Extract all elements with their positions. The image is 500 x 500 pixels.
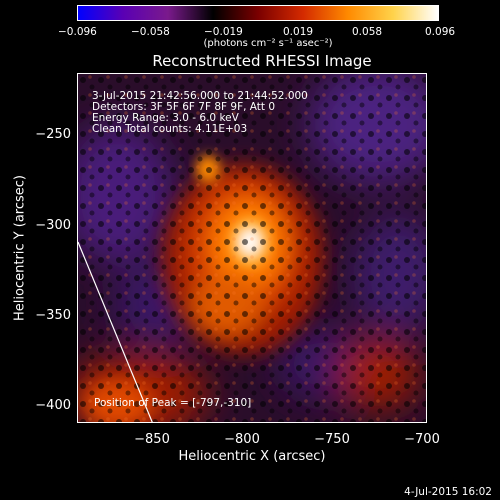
rhessi-image bbox=[78, 74, 426, 422]
annotation-detectors: Detectors: 3F 5F 6F 7F 8F 9F, Att 0 bbox=[92, 101, 276, 113]
x-tick-label: −700 bbox=[404, 432, 440, 447]
colorbar-tick: −0.019 bbox=[204, 26, 243, 38]
colorbar-tick: 0.019 bbox=[283, 26, 314, 38]
annotation-time-range: 3-Jul-2015 21:42:56.000 to 21:44:52.000 bbox=[92, 90, 308, 102]
x-axis-label: Heliocentric X (arcsec) bbox=[178, 449, 326, 464]
colorbar-units: (photons cm⁻² s⁻¹ asec⁻²) bbox=[203, 38, 333, 49]
timestamp: 4-Jul-2015 16:02 bbox=[404, 486, 492, 498]
colorbar-tick: 0.096 bbox=[425, 26, 456, 38]
y-axis-label: Heliocentric Y (arcsec) bbox=[12, 175, 28, 321]
peak-position-label: Position of Peak = [-797,-310] bbox=[94, 397, 252, 409]
x-tick-label: −750 bbox=[314, 432, 350, 447]
colorbar-tick: 0.058 bbox=[352, 26, 383, 38]
limb-line bbox=[78, 241, 153, 422]
colorbar bbox=[77, 5, 439, 21]
plot-title: Reconstructed RHESSI Image bbox=[152, 52, 372, 70]
annotation-counts: Clean Total counts: 4.11E+03 bbox=[92, 123, 248, 135]
x-tick-label: −850 bbox=[134, 432, 170, 447]
y-tick-label: −250 bbox=[35, 127, 71, 142]
x-tick-label: −800 bbox=[224, 432, 260, 447]
colorbar-tick: −0.096 bbox=[58, 26, 97, 38]
y-tick-label: −350 bbox=[35, 308, 71, 323]
annotation-energy-range: Energy Range: 3.0 - 6.0 keV bbox=[92, 112, 239, 124]
colorbar-tick: −0.058 bbox=[131, 26, 170, 38]
plot-area: 3-Jul-2015 21:42:56.000 to 21:44:52.000 … bbox=[77, 73, 427, 423]
y-tick-label: −400 bbox=[35, 398, 71, 413]
y-tick-label: −300 bbox=[35, 218, 71, 233]
